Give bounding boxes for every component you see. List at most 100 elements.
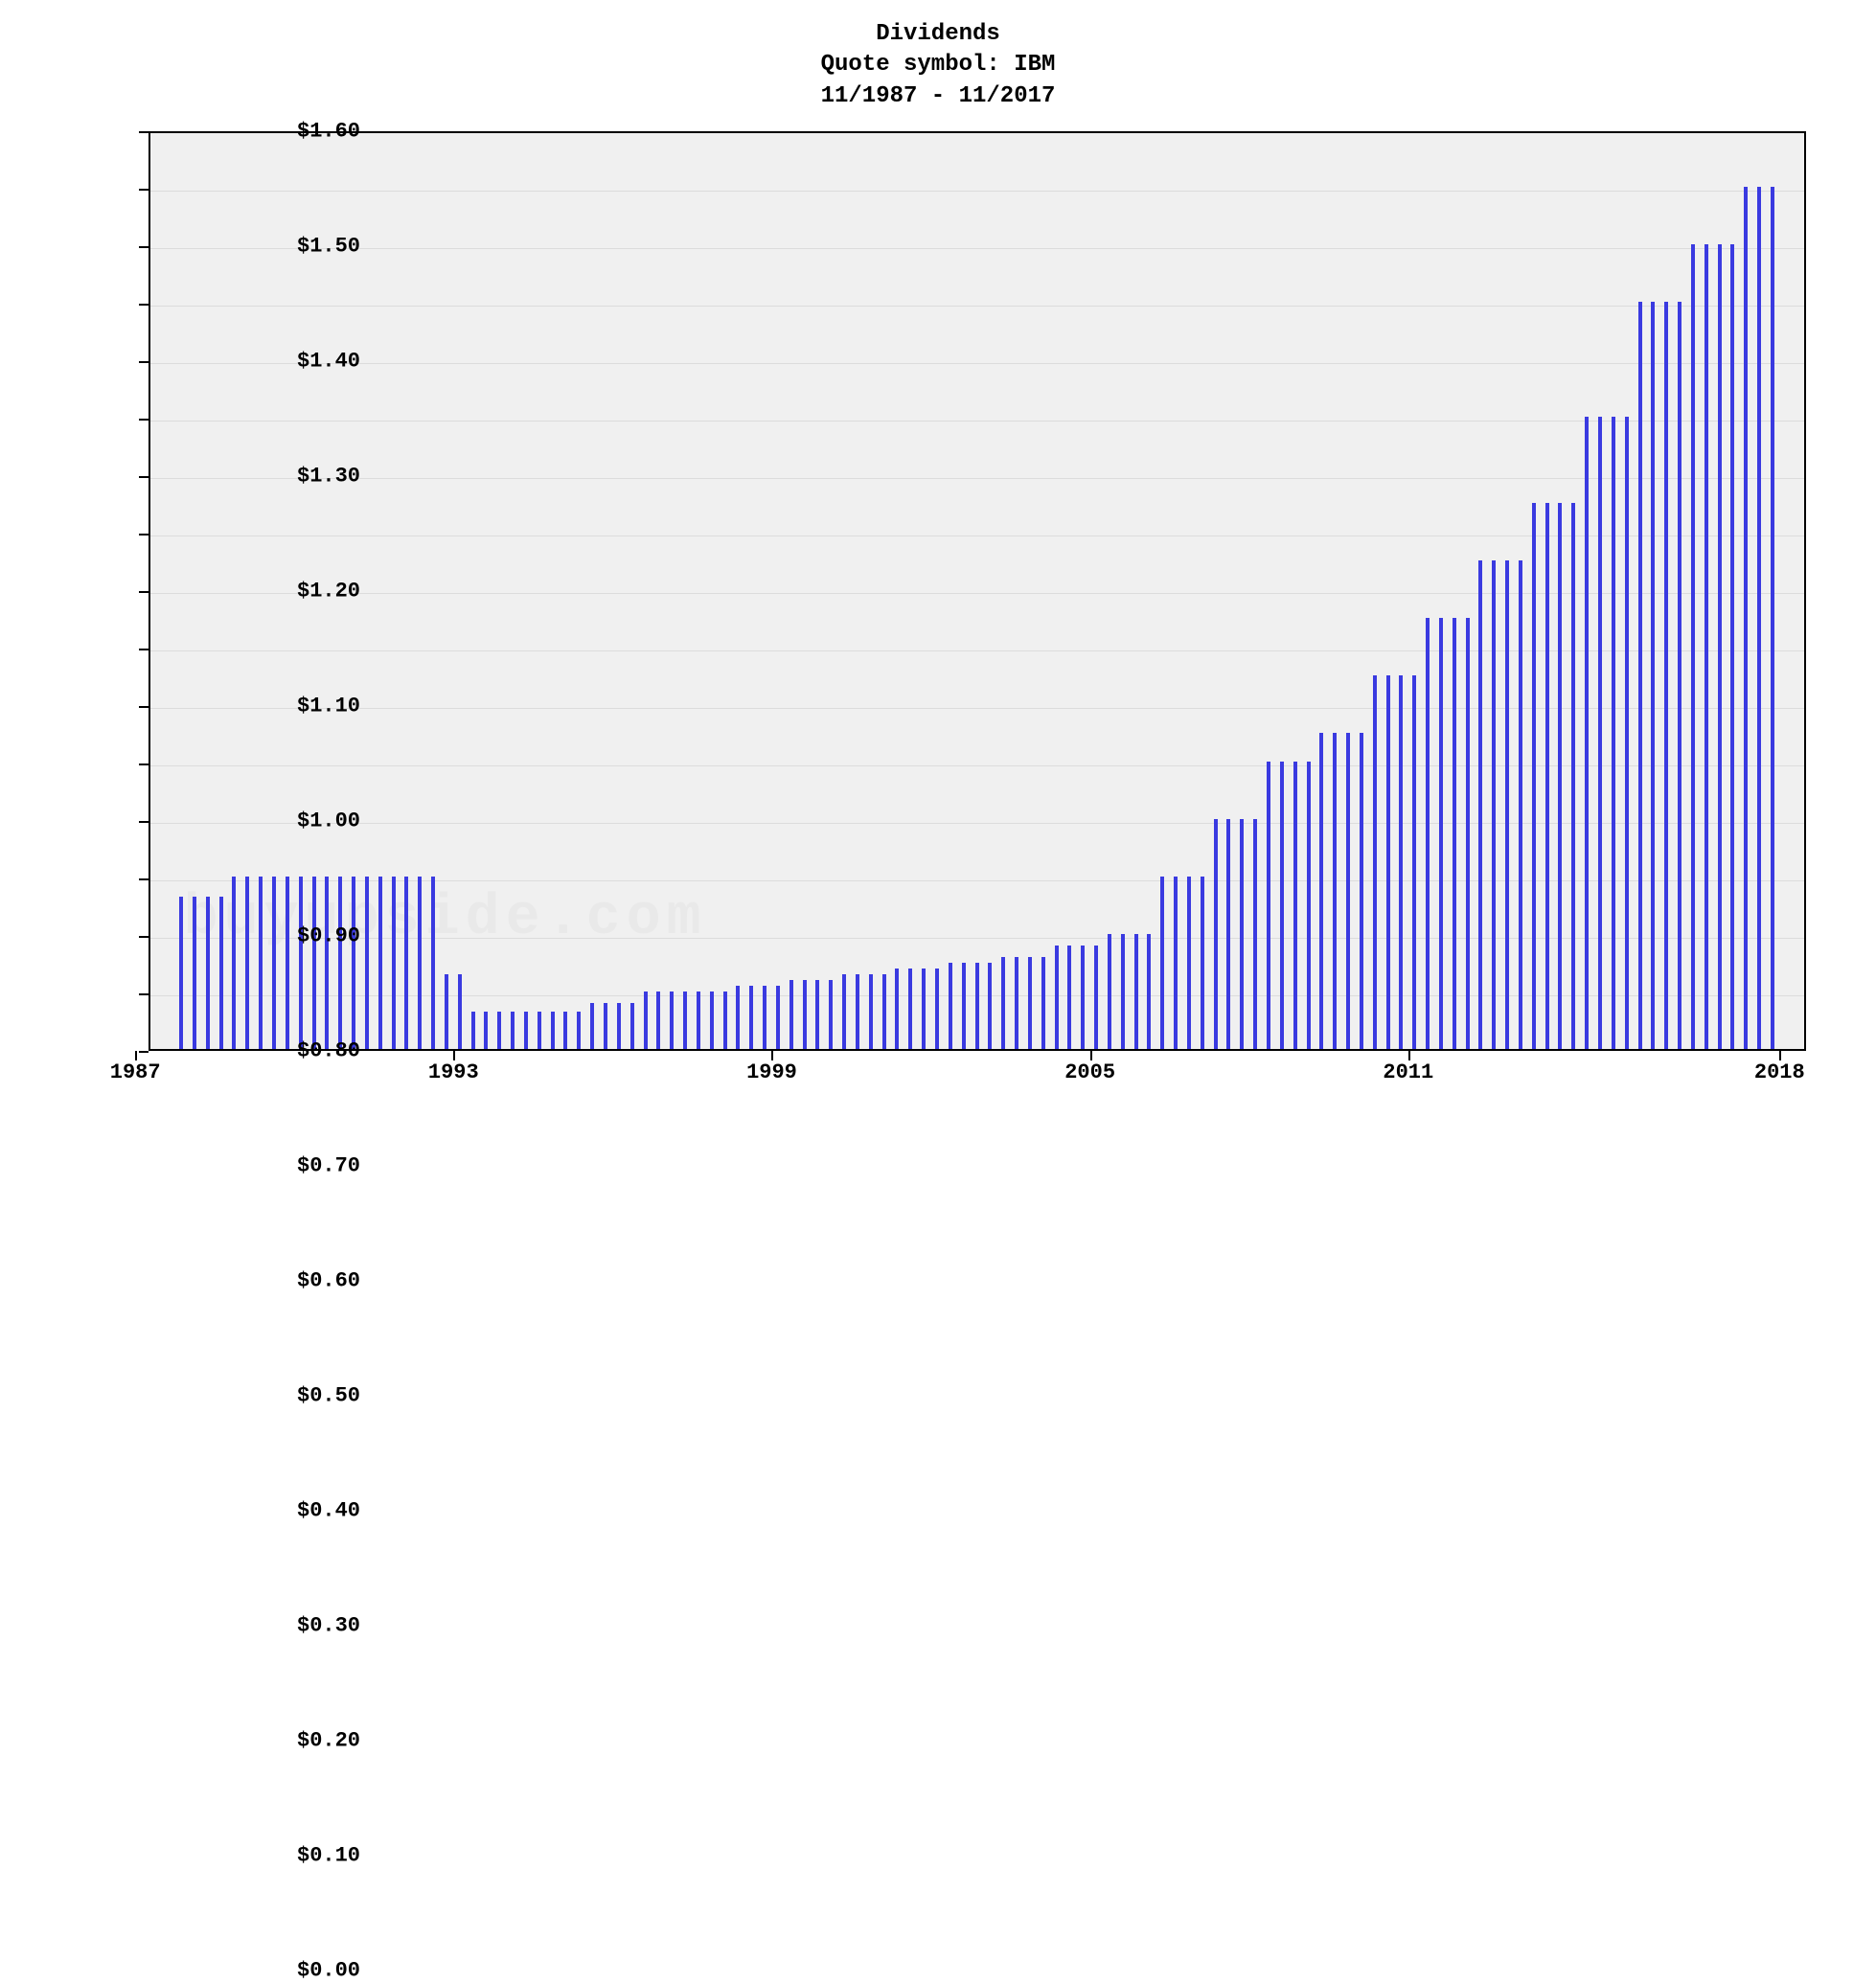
plot-area: buyupside.com	[149, 131, 1806, 1051]
dividend-bar	[1426, 618, 1430, 1049]
gridline	[150, 421, 1804, 422]
y-axis-tick-mark	[139, 993, 149, 995]
dividend-bar	[524, 1012, 528, 1049]
dividend-bar	[1253, 819, 1257, 1049]
dividend-bar	[1121, 934, 1125, 1049]
dividend-bar	[206, 897, 210, 1049]
gridline	[150, 708, 1804, 709]
dividends-bar-chart: buyupside.com $0.00$0.10$0.20$0.30$0.40$…	[0, 131, 1876, 1204]
dividend-bar	[445, 974, 448, 1049]
dividend-bar	[1678, 302, 1682, 1049]
y-axis-tick-mark	[139, 131, 149, 133]
gridline	[150, 248, 1804, 249]
dividend-bar	[935, 969, 939, 1049]
dividend-bar	[511, 1012, 515, 1049]
y-axis-tick-label: $0.80	[297, 1039, 307, 1063]
y-axis-tick-mark	[139, 534, 149, 536]
dividend-bar	[670, 992, 674, 1049]
dividend-bar	[882, 974, 886, 1049]
gridline	[150, 191, 1804, 192]
y-axis-tick-mark	[139, 476, 149, 478]
dividend-bar	[1718, 244, 1722, 1049]
y-axis-tick-label: $0.70	[297, 1154, 307, 1178]
y-axis-tick-mark	[139, 764, 149, 765]
dividend-bar	[1612, 417, 1615, 1049]
chart-title-line2: Quote symbol: IBM	[0, 50, 1876, 80]
dividend-bar	[1187, 877, 1191, 1049]
dividend-bar	[1360, 733, 1363, 1049]
dividend-bar	[299, 877, 303, 1049]
dividend-bar	[1108, 934, 1111, 1049]
dividend-bar	[697, 992, 700, 1049]
dividend-bar	[1558, 503, 1562, 1049]
dividend-bar	[630, 1003, 634, 1049]
dividend-bar	[1730, 244, 1734, 1049]
x-axis-tick-mark	[771, 1051, 773, 1060]
dividend-bar	[577, 1012, 581, 1049]
y-axis-tick-mark	[139, 706, 149, 708]
y-axis-tick-label: $0.30	[297, 1614, 307, 1638]
dividend-bar	[1585, 417, 1589, 1049]
y-axis-tick-label: $0.50	[297, 1384, 307, 1408]
dividend-bar	[1453, 618, 1456, 1049]
dividend-bar	[1373, 675, 1377, 1049]
dividend-bar	[1055, 946, 1059, 1049]
dividend-bar	[656, 992, 660, 1049]
dividend-bar	[590, 1003, 594, 1049]
dividend-bar	[856, 974, 859, 1049]
y-axis-tick-label: $0.10	[297, 1844, 307, 1868]
dividend-bar	[1201, 877, 1204, 1049]
dividend-bar	[1492, 560, 1496, 1049]
dividend-bar	[325, 877, 329, 1049]
dividend-bar	[1744, 187, 1748, 1049]
dividend-bar	[776, 986, 780, 1049]
dividend-bar	[1505, 560, 1509, 1049]
dividend-bar	[338, 877, 342, 1049]
dividend-bar	[232, 877, 236, 1049]
dividend-bar	[563, 1012, 567, 1049]
gridline	[150, 938, 1804, 939]
dividend-bar	[895, 969, 899, 1049]
dividend-bar	[604, 1003, 607, 1049]
dividend-bar	[922, 969, 926, 1049]
x-axis-tick-mark	[1779, 1051, 1781, 1060]
gridline	[150, 593, 1804, 594]
dividend-bar	[723, 992, 727, 1049]
x-axis-tick-mark	[135, 1051, 137, 1060]
dividend-bar	[869, 974, 873, 1049]
dividend-bar	[1067, 946, 1071, 1049]
x-axis-tick-mark	[1408, 1051, 1410, 1060]
gridline	[150, 650, 1804, 651]
dividend-bar	[1267, 762, 1270, 1049]
y-axis-tick-label: $1.60	[297, 120, 307, 144]
y-axis-tick-mark	[139, 246, 149, 248]
dividend-bar	[1240, 819, 1244, 1049]
dividend-bar	[365, 877, 369, 1049]
gridline	[150, 823, 1804, 824]
dividend-bar	[1412, 675, 1416, 1049]
dividend-bar	[829, 980, 833, 1049]
dividend-bar	[1691, 244, 1695, 1049]
dividend-bar	[683, 992, 687, 1049]
dividend-bar	[1293, 762, 1297, 1049]
dividend-bar	[1466, 618, 1470, 1049]
x-axis-tick-mark	[453, 1051, 455, 1060]
dividend-bar	[1015, 957, 1018, 1049]
dividend-bar	[1041, 957, 1045, 1049]
y-axis-tick-label: $1.20	[297, 580, 307, 604]
dividend-bar	[1664, 302, 1668, 1049]
dividend-bar	[988, 963, 992, 1049]
dividend-bar	[219, 897, 223, 1049]
dividend-bar	[1478, 560, 1482, 1049]
y-axis-tick-mark	[139, 878, 149, 880]
dividend-bar	[749, 986, 753, 1049]
y-axis-tick-mark	[139, 936, 149, 938]
dividend-bar	[736, 986, 740, 1049]
y-axis-tick-mark	[139, 821, 149, 823]
dividend-bar	[179, 897, 183, 1049]
dividend-bar	[1638, 302, 1642, 1049]
chart-title-line1: Dividends	[0, 19, 1876, 50]
y-axis-tick-label: $1.50	[297, 235, 307, 259]
dividend-bar	[392, 877, 396, 1049]
chart-title-block: Dividends Quote symbol: IBM 11/1987 - 11…	[0, 0, 1876, 112]
